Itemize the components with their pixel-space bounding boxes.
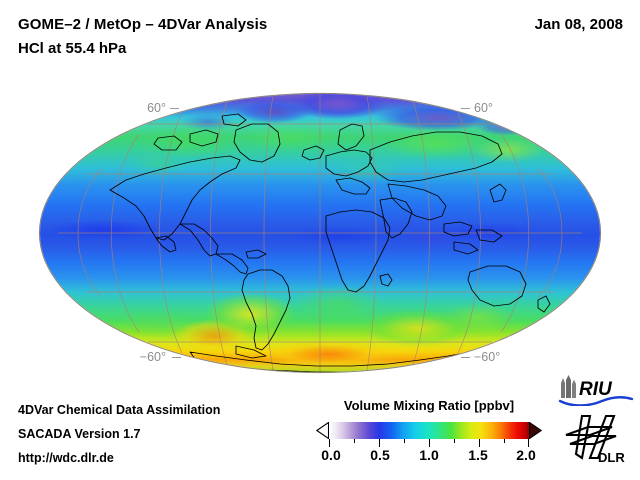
coastline-paths xyxy=(109,113,557,372)
colorbar-tick-3 xyxy=(479,439,480,447)
colorbar-ticklabel-3: 1.5 xyxy=(468,447,488,463)
footer-line-version: SACADA Version 1.7 xyxy=(18,427,141,441)
colorbar-ticklabel-0: 0.0 xyxy=(321,447,341,463)
graticule-lines xyxy=(58,94,582,372)
footer-line-assimilation: 4DVar Chemical Data Assimilation xyxy=(18,403,221,417)
riu-wordmark: RIU xyxy=(579,379,613,400)
dlr-mark-icon xyxy=(565,414,617,460)
colorbar-tick-4 xyxy=(528,439,529,447)
colorbar-title: Volume Mixing Ratio [ppbv] xyxy=(343,398,515,413)
footer-line-url[interactable]: http://wdc.dlr.de xyxy=(18,451,114,465)
page-subtitle: HCl at 55.4 hPa xyxy=(18,40,127,57)
colorbar-tick-labels: 0.0 0.5 1.0 1.5 2.0 xyxy=(321,447,535,467)
coastlines-and-graticule xyxy=(58,94,582,372)
colorbar-ticklabel-4: 2.0 xyxy=(516,447,536,463)
colorbar-tick-1 xyxy=(379,439,380,447)
colorbar-minortick-0 xyxy=(354,439,355,443)
dlr-logo: DLR xyxy=(565,414,625,464)
mollweide-globe xyxy=(40,94,600,372)
colorbar-ticklabel-1: 0.5 xyxy=(370,447,390,463)
colorbar-minortick-2 xyxy=(454,439,455,443)
colorbar-axis xyxy=(329,439,529,447)
globe-clip xyxy=(40,94,600,372)
colorbar-extend-high-icon xyxy=(529,422,542,439)
map-figure: 60° 30° 0° −30° −60° 60° 30° 0° −30° −60… xyxy=(0,78,640,388)
page-title: GOME–2 / MetOp – 4DVar Analysis xyxy=(18,16,268,33)
colorbar-minortick-1 xyxy=(404,439,405,443)
colorbar-extend-low-icon xyxy=(316,422,329,439)
colorbar-minortick-3 xyxy=(504,439,505,443)
riu-tower-icon xyxy=(561,375,576,398)
analysis-date: Jan 08, 2008 xyxy=(534,16,623,33)
colorbar-tick-2 xyxy=(429,439,430,447)
colorbar: Volume Mixing Ratio [ppbv] 0.0 0.5 1.0 1… xyxy=(316,398,542,472)
colorbar-tick-0 xyxy=(329,439,330,447)
dlr-wordmark: DLR xyxy=(598,450,625,464)
colorbar-strip xyxy=(316,422,542,439)
colorbar-ticklabel-2: 1.0 xyxy=(419,447,439,463)
riu-logo: RIU xyxy=(558,375,634,406)
colorbar-gradient xyxy=(329,422,529,439)
